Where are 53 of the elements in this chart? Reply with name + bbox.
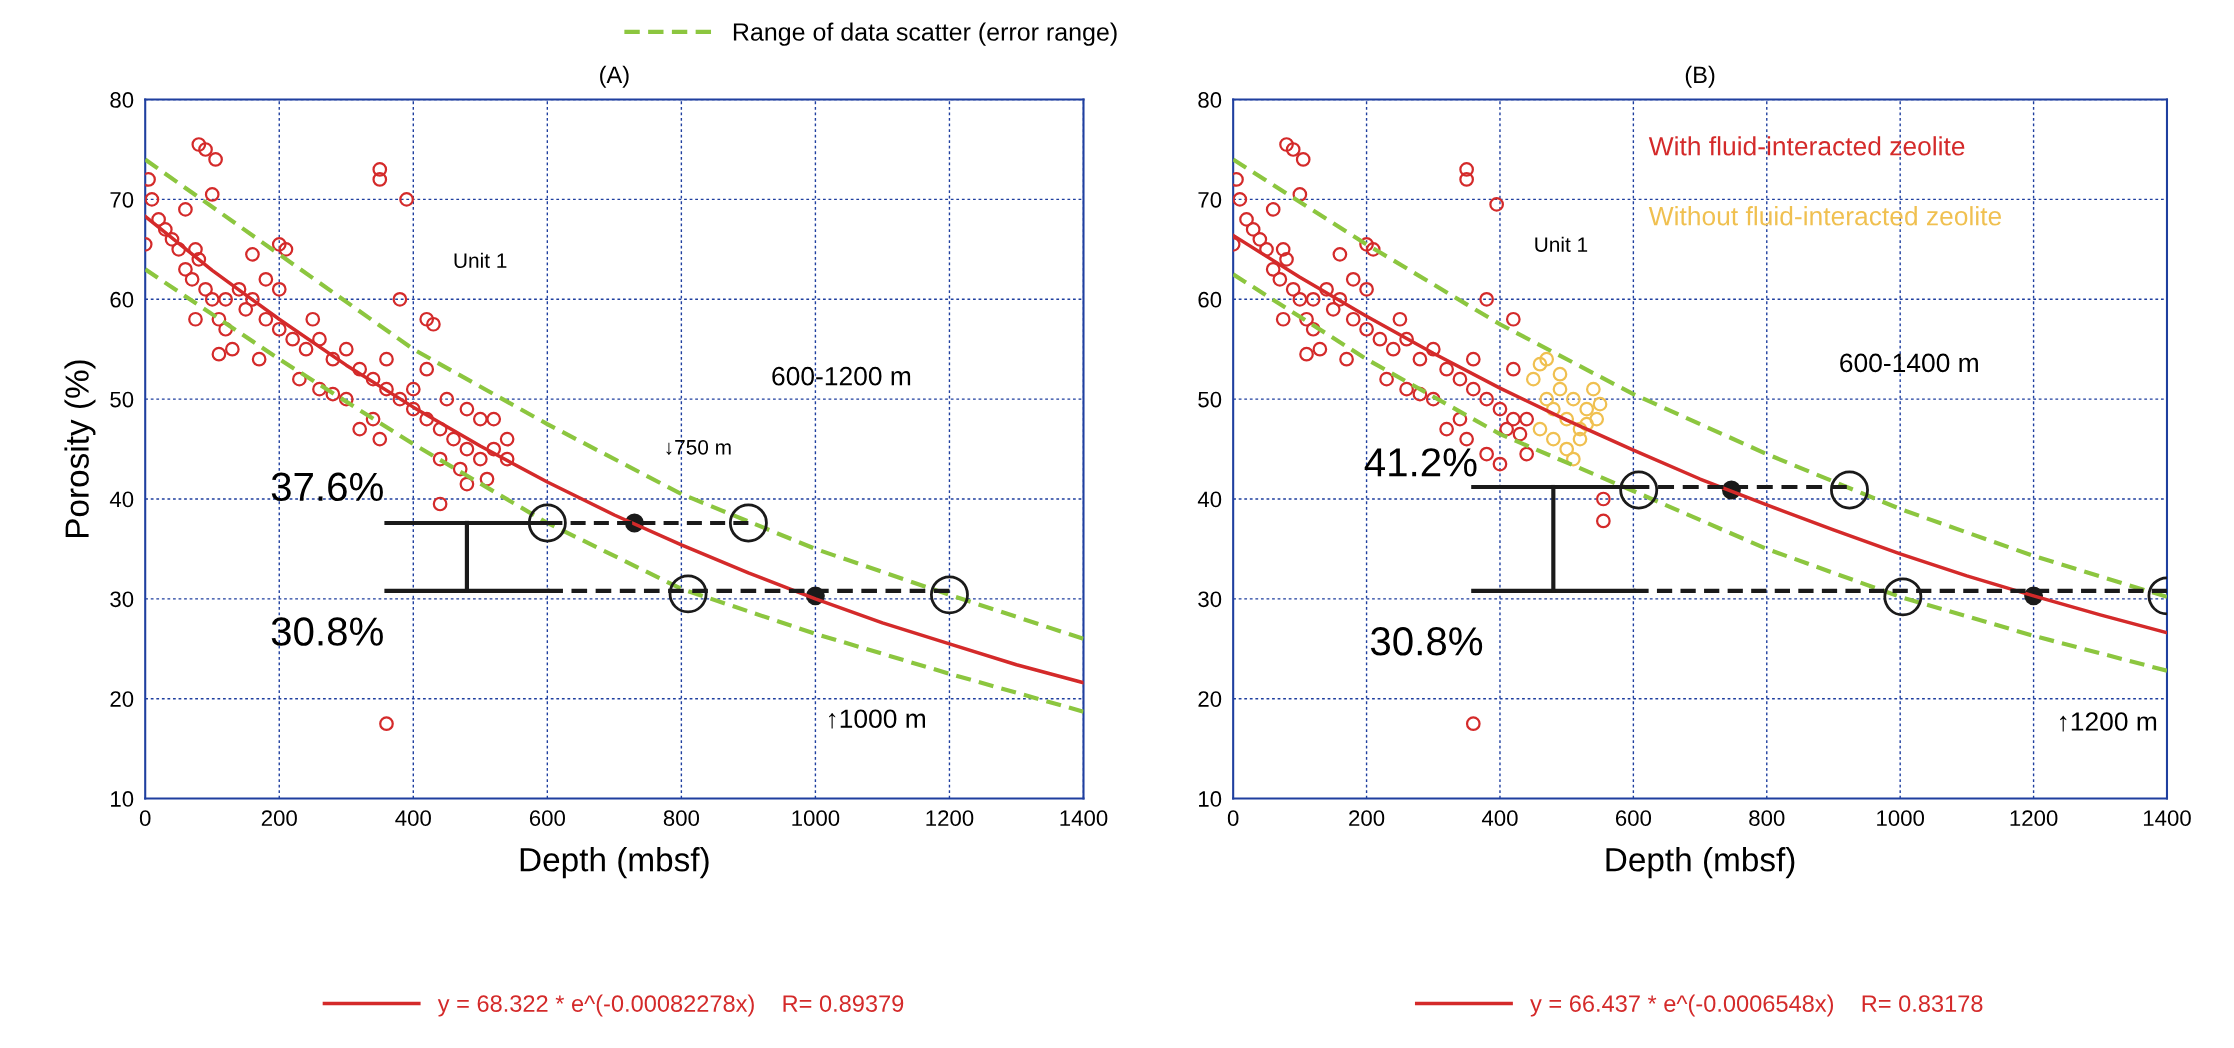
- chart-title: (B): [1685, 65, 1715, 88]
- x-tick-label: 1000: [1877, 810, 1925, 827]
- y-tick-label: 40: [1197, 491, 1222, 508]
- legend-label: Range of data scatter (error range): [733, 22, 1117, 46]
- legend-label: y = 66.437 * e^(-0.0006548x) R= 0.83178: [1530, 994, 1983, 1017]
- text: Without fluid-interacted zeolite: [1648, 206, 2002, 226]
- annotation: Unit 1: [454, 252, 507, 269]
- y-tick-label: 70: [1198, 191, 1222, 208]
- x-tick-label: 1400: [1060, 810, 1108, 827]
- x-tick-label: 200: [1349, 810, 1385, 827]
- y-tick-label: 30: [110, 591, 134, 608]
- annotation: 37.6%: [271, 472, 383, 502]
- x-tick-label: 1000: [792, 810, 840, 827]
- x-tick-label: 1400: [2143, 810, 2191, 827]
- y-tick-label: 50: [1198, 391, 1222, 408]
- x-axis-title: Depth (mbsf): [520, 847, 709, 879]
- x-tick-label: 800: [663, 810, 700, 827]
- y-tick-label: 60: [1198, 291, 1222, 308]
- y-tick-label: 10: [111, 791, 134, 807]
- annotation: Unit 1: [1535, 236, 1588, 252]
- y-tick-label: 80: [1198, 92, 1222, 108]
- y-axis-title: Porosity (%): [64, 360, 96, 538]
- x-tick-label: 0: [139, 810, 151, 827]
- annotation: 600-1200 m: [772, 366, 911, 386]
- x-tick-label: 800: [1749, 810, 1785, 827]
- legend-label: y = 68.322 * e^(-0.00082278x) R= 0.89379: [437, 994, 904, 1017]
- y-tick-label: 10: [1199, 791, 1222, 807]
- x-tick-label: 400: [1481, 810, 1518, 827]
- y-tick-label: 60: [110, 291, 134, 308]
- y-tick-label: 20: [110, 691, 134, 707]
- y-tick-label: 30: [1198, 591, 1222, 608]
- text: With fluid-interacted zeolite: [1648, 136, 1965, 156]
- x-tick-label: 1200: [2010, 810, 2058, 827]
- y-tick-label: 50: [110, 391, 134, 408]
- x-tick-label: 200: [261, 810, 297, 827]
- annotation: 30.8%: [271, 617, 383, 646]
- annotation: ↑1200 m: [2060, 712, 2157, 732]
- x-tick-label: 0: [1227, 810, 1239, 827]
- x-axis-title: Depth (mbsf): [1606, 847, 1795, 879]
- y-tick-label: 20: [1198, 691, 1222, 707]
- x-tick-label: 600: [529, 810, 565, 827]
- y-tick-label: 70: [110, 191, 134, 208]
- annotation: 41.2%: [1364, 448, 1477, 477]
- chart-title: (A): [600, 65, 629, 88]
- annotation: 600-1400 m: [1840, 353, 1978, 373]
- annotation: ↓750 m: [666, 439, 731, 456]
- y-tick-label: 40: [109, 491, 134, 508]
- x-tick-label: 600: [1615, 810, 1652, 827]
- annotation: 30.8%: [1370, 627, 1483, 656]
- x-tick-label: 1200: [926, 810, 974, 827]
- x-tick-label: 400: [395, 810, 431, 827]
- y-tick-label: 80: [110, 92, 134, 108]
- annotation: ↑1000 m: [829, 709, 925, 729]
